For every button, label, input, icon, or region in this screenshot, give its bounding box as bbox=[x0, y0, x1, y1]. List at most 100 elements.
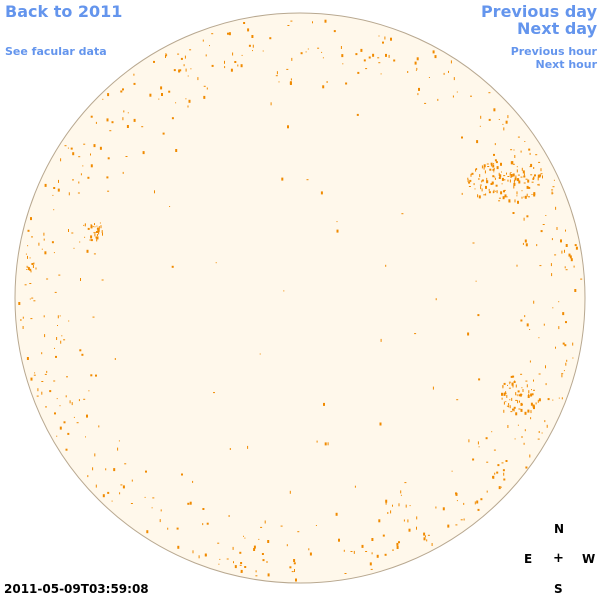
facula-speck bbox=[517, 178, 519, 182]
facula-speck bbox=[508, 403, 510, 406]
facula-speck bbox=[488, 92, 491, 94]
facula-speck bbox=[516, 195, 518, 197]
facula-speck bbox=[122, 485, 125, 489]
previous-day-link[interactable]: Previous day bbox=[480, 2, 597, 21]
facula-speck bbox=[26, 357, 29, 360]
facula-speck bbox=[512, 212, 515, 214]
facula-speck bbox=[471, 172, 474, 175]
facula-speck bbox=[414, 61, 417, 65]
facula-speck bbox=[92, 226, 94, 228]
facula-speck bbox=[370, 568, 373, 570]
facula-speck bbox=[390, 37, 392, 41]
facula-speck bbox=[141, 126, 144, 128]
facula-speck bbox=[99, 146, 102, 150]
facula-speck bbox=[335, 512, 338, 516]
facula-speck bbox=[539, 265, 542, 267]
facula-speck bbox=[83, 224, 85, 226]
facula-speck bbox=[101, 230, 103, 234]
facula-speck bbox=[460, 519, 463, 521]
facula-speck bbox=[376, 554, 379, 558]
facula-speck bbox=[22, 316, 24, 319]
facula-speck bbox=[258, 538, 260, 540]
facula-speck bbox=[98, 231, 100, 235]
facula-speck bbox=[127, 112, 129, 114]
facula-speck bbox=[516, 191, 518, 195]
facula-speck bbox=[498, 119, 500, 120]
facula-speck bbox=[484, 170, 486, 174]
next-hour-link[interactable]: Next hour bbox=[535, 58, 598, 71]
facula-speck bbox=[340, 46, 342, 49]
facula-speck bbox=[511, 397, 513, 401]
facula-speck bbox=[67, 147, 69, 149]
facula-speck bbox=[350, 551, 353, 552]
facula-speck bbox=[485, 185, 487, 189]
facula-speck bbox=[427, 534, 430, 536]
facula-speck bbox=[468, 186, 471, 187]
back-to-year-link[interactable]: Back to 2011 bbox=[5, 2, 123, 21]
facula-speck bbox=[480, 115, 482, 119]
facula-speck bbox=[76, 422, 79, 424]
facula-speck bbox=[384, 553, 387, 556]
facula-speck bbox=[125, 156, 128, 157]
facula-speck bbox=[519, 394, 521, 397]
facula-speck bbox=[513, 182, 516, 186]
facula-speck bbox=[267, 573, 270, 577]
facula-speck bbox=[451, 470, 453, 472]
facula-speck bbox=[490, 183, 493, 185]
facula-speck bbox=[526, 185, 529, 189]
facula-speck bbox=[287, 125, 289, 129]
facula-speck bbox=[512, 173, 515, 177]
facula-speck bbox=[514, 199, 516, 203]
facula-speck bbox=[505, 120, 508, 124]
facula-speck bbox=[338, 538, 340, 542]
facula-speck bbox=[540, 230, 543, 233]
facula-speck bbox=[378, 62, 381, 64]
facula-speck bbox=[355, 53, 358, 56]
facula-speck bbox=[71, 402, 73, 406]
facula-speck bbox=[187, 502, 190, 505]
see-facular-data-link[interactable]: See facular data bbox=[5, 45, 107, 58]
facula-speck bbox=[90, 224, 92, 227]
facula-speck bbox=[486, 177, 488, 180]
facula-speck bbox=[252, 44, 254, 48]
facula-speck bbox=[197, 77, 199, 81]
facula-speck bbox=[83, 398, 86, 400]
facula-speck bbox=[562, 342, 565, 345]
facula-speck bbox=[498, 197, 501, 199]
facula-speck bbox=[415, 69, 417, 71]
facula-speck bbox=[124, 463, 127, 465]
facula-speck bbox=[398, 541, 400, 544]
facula-speck bbox=[38, 242, 40, 246]
facula-speck bbox=[517, 424, 519, 426]
previous-hour-link[interactable]: Previous hour bbox=[510, 45, 597, 58]
facula-speck bbox=[495, 184, 498, 187]
facula-speck bbox=[529, 329, 531, 330]
next-day-link[interactable]: Next day bbox=[517, 19, 597, 38]
facula-speck bbox=[192, 480, 194, 483]
facula-speck bbox=[59, 315, 61, 317]
facula-speck bbox=[563, 370, 565, 372]
facula-speck bbox=[79, 241, 81, 243]
facula-speck bbox=[80, 173, 82, 176]
facula-speck bbox=[513, 149, 515, 151]
facula-speck bbox=[27, 267, 30, 271]
facula-speck bbox=[570, 258, 573, 262]
facula-speck bbox=[561, 397, 563, 400]
facula-speck bbox=[552, 399, 554, 401]
facula-speck bbox=[580, 278, 583, 280]
facula-speck bbox=[187, 105, 189, 108]
facula-speck bbox=[184, 55, 186, 59]
facula-speck bbox=[556, 227, 558, 230]
facula-speck bbox=[505, 460, 508, 462]
facula-speck bbox=[479, 174, 481, 178]
facula-speck bbox=[528, 390, 530, 394]
facula-speck bbox=[416, 526, 417, 530]
facula-speck bbox=[520, 176, 523, 178]
facula-speck bbox=[87, 227, 90, 230]
facula-speck bbox=[312, 21, 313, 24]
facula-speck bbox=[540, 174, 542, 177]
facula-speck bbox=[493, 171, 495, 173]
facula-speck bbox=[56, 398, 58, 400]
facula-speck bbox=[536, 244, 538, 247]
facula-speck bbox=[506, 172, 507, 175]
